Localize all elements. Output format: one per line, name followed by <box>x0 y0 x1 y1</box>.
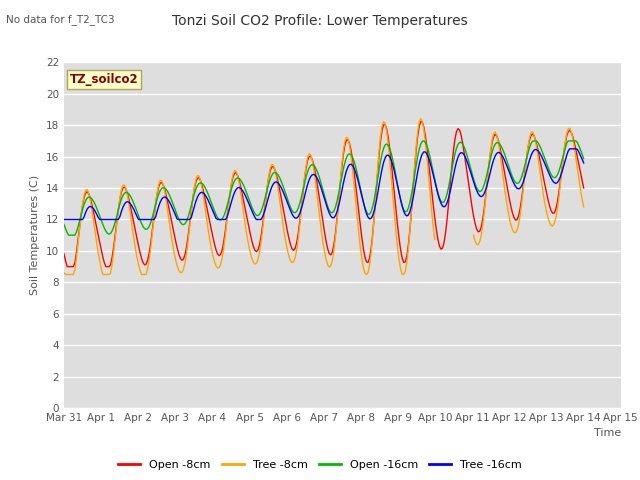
Legend: Open -8cm, Tree -8cm, Open -16cm, Tree -16cm: Open -8cm, Tree -8cm, Open -16cm, Tree -… <box>113 456 527 474</box>
Text: Tonzi Soil CO2 Profile: Lower Temperatures: Tonzi Soil CO2 Profile: Lower Temperatur… <box>172 14 468 28</box>
X-axis label: Time: Time <box>593 429 621 438</box>
Text: TZ_soilco2: TZ_soilco2 <box>70 73 138 86</box>
Y-axis label: Soil Temperatures (C): Soil Temperatures (C) <box>30 175 40 295</box>
Text: No data for f_T2_TC3: No data for f_T2_TC3 <box>6 14 115 25</box>
